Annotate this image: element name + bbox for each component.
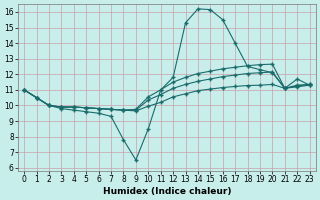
- X-axis label: Humidex (Indice chaleur): Humidex (Indice chaleur): [103, 187, 231, 196]
